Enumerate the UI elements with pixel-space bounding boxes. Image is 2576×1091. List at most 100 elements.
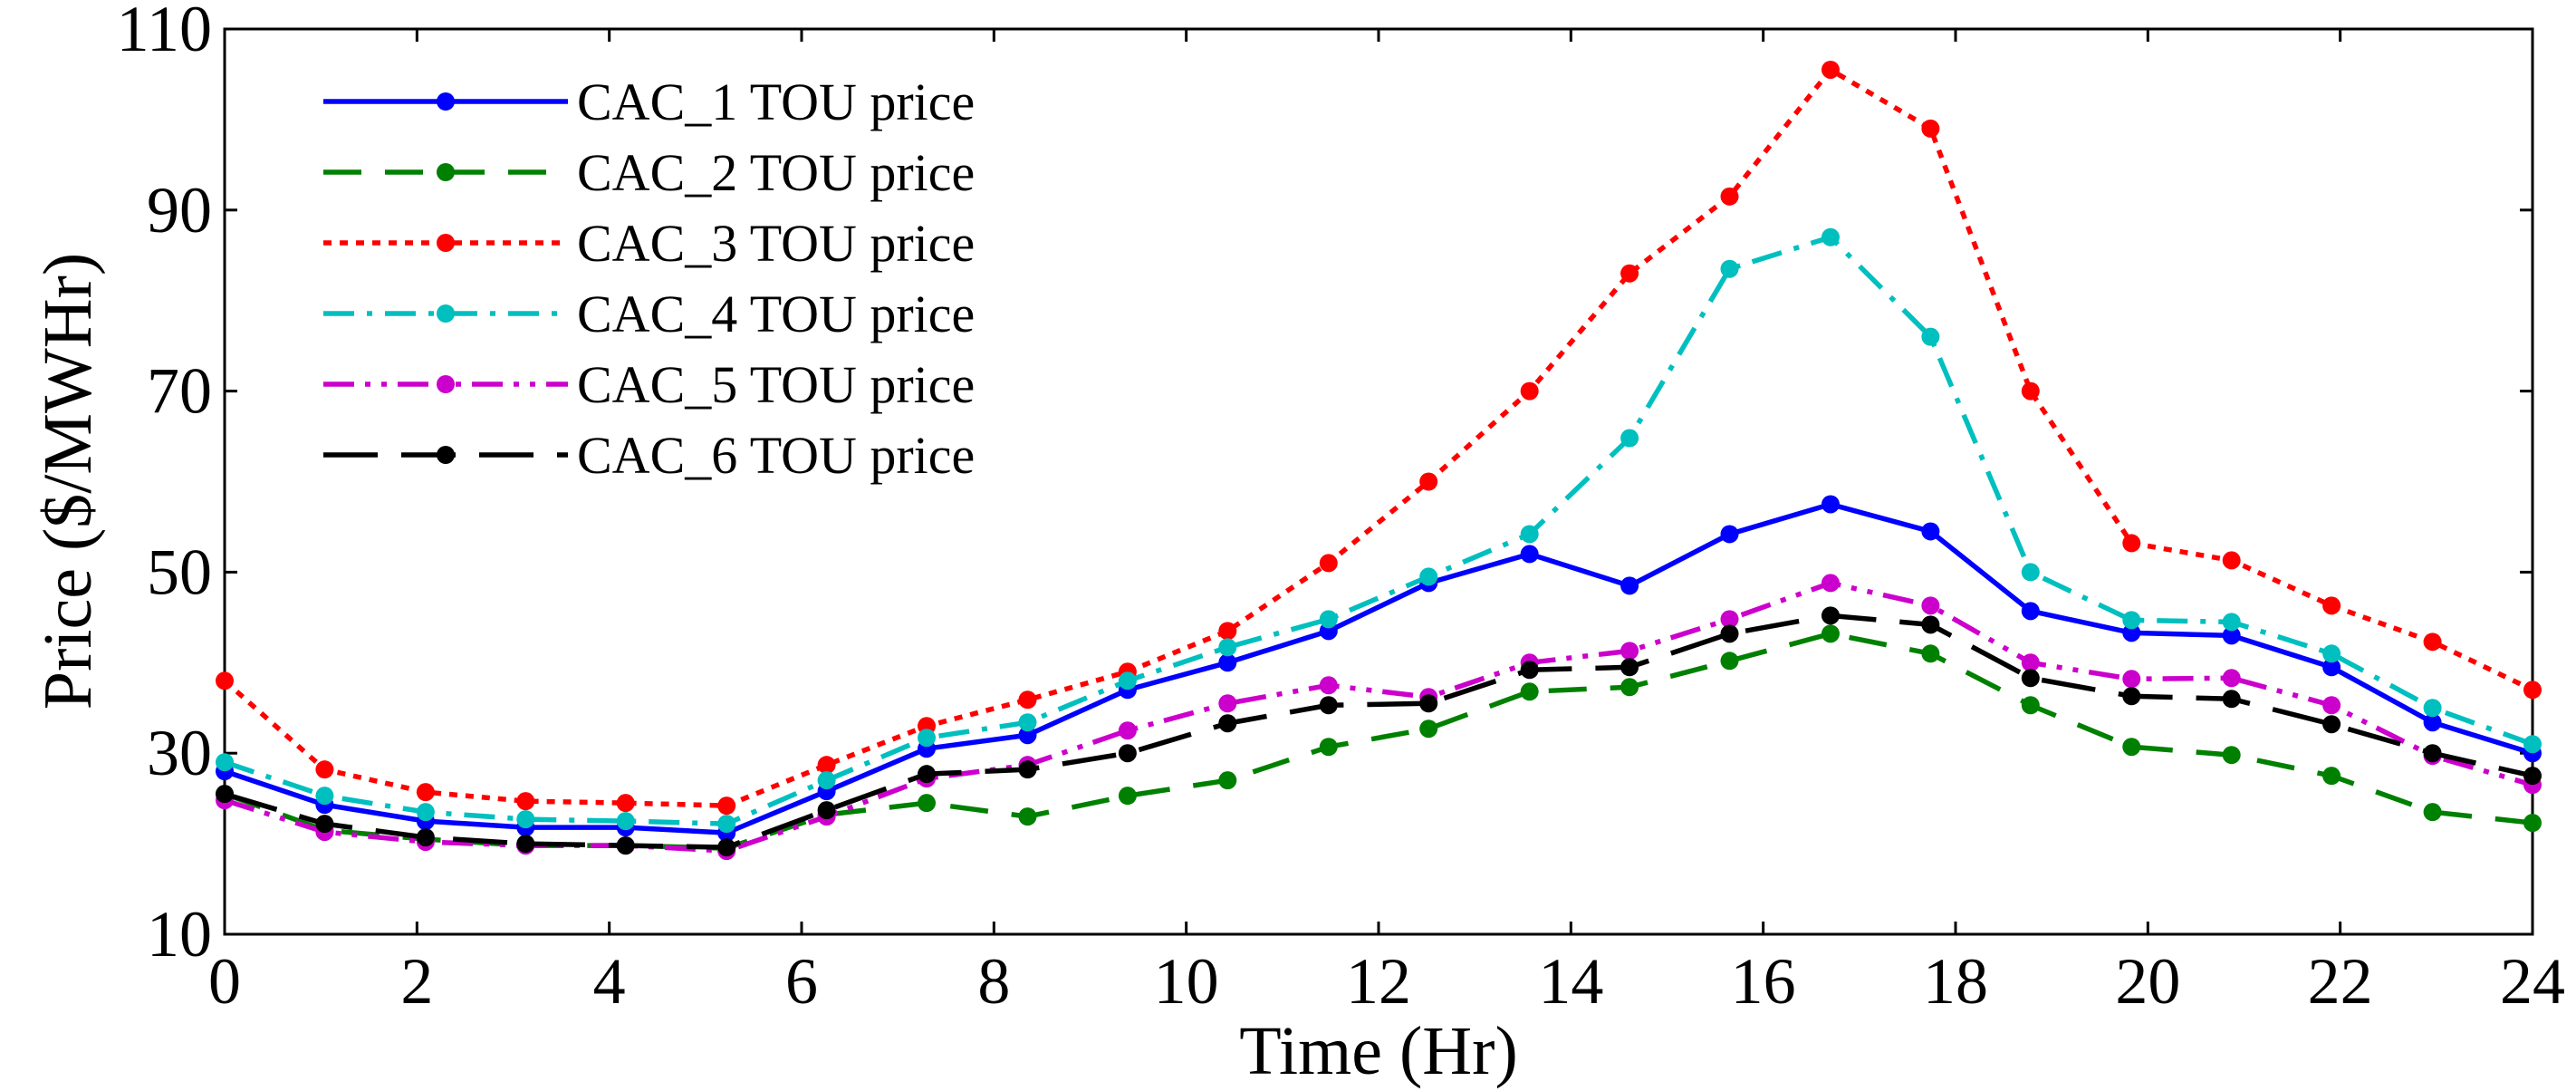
data-point bbox=[516, 792, 535, 811]
x-tick-label: 20 bbox=[2115, 945, 2180, 1018]
data-point bbox=[2322, 696, 2341, 715]
data-point bbox=[1620, 658, 1639, 677]
data-point bbox=[918, 794, 937, 813]
y-tick-label: 50 bbox=[147, 536, 212, 608]
data-point bbox=[2523, 735, 2542, 754]
data-point bbox=[1921, 327, 1940, 346]
data-point bbox=[1821, 227, 1840, 246]
data-point bbox=[1118, 721, 1137, 740]
data-point bbox=[2423, 632, 2442, 652]
data-point bbox=[2021, 563, 2040, 582]
legend-entry-6: CAC_6 TOU price bbox=[323, 426, 975, 485]
x-tick-label: 0 bbox=[208, 945, 241, 1018]
data-point bbox=[1921, 596, 1940, 615]
legend-label: CAC_3 TOU price bbox=[577, 214, 975, 273]
x-tick-label: 8 bbox=[977, 945, 1010, 1018]
data-point bbox=[717, 838, 736, 857]
plot-frame bbox=[223, 27, 2534, 936]
data-point bbox=[1319, 696, 1338, 715]
data-point bbox=[2122, 687, 2141, 706]
data-point bbox=[616, 836, 635, 855]
legend-label: CAC_5 TOU price bbox=[577, 355, 975, 414]
series-layer bbox=[216, 60, 2542, 861]
data-point bbox=[817, 801, 836, 820]
x-tick-label: 24 bbox=[2500, 945, 2565, 1018]
y-tick-label: 110 bbox=[117, 0, 212, 65]
legend-swatch-marker bbox=[437, 446, 455, 464]
data-point bbox=[1520, 682, 1539, 701]
x-axis-title: Time (Hr) bbox=[1239, 1013, 1518, 1089]
series-4 bbox=[216, 227, 2542, 834]
y-tick-label: 10 bbox=[147, 898, 212, 970]
data-point bbox=[1018, 713, 1037, 732]
data-point bbox=[1620, 576, 1639, 595]
data-point bbox=[1720, 652, 1739, 671]
data-point bbox=[2322, 767, 2341, 786]
data-point bbox=[1620, 264, 1639, 283]
data-point bbox=[2222, 669, 2241, 688]
data-point bbox=[2423, 744, 2442, 763]
data-point bbox=[616, 794, 635, 813]
data-point bbox=[1319, 676, 1338, 695]
data-point bbox=[1921, 644, 1940, 663]
data-point bbox=[1620, 642, 1639, 661]
legend-entry-4: CAC_4 TOU price bbox=[323, 285, 975, 343]
x-tick-label: 22 bbox=[2308, 945, 2373, 1018]
series-line bbox=[224, 235, 2533, 826]
data-point bbox=[1720, 187, 1739, 206]
data-point bbox=[416, 828, 435, 847]
data-point bbox=[2021, 653, 2040, 672]
legend-entry-5: CAC_5 TOU price bbox=[323, 355, 975, 414]
data-point bbox=[1821, 60, 1840, 79]
data-point bbox=[1018, 726, 1037, 745]
data-point bbox=[2021, 696, 2040, 715]
data-point bbox=[216, 671, 234, 690]
data-point bbox=[2222, 626, 2241, 645]
data-point bbox=[1821, 606, 1840, 625]
data-point bbox=[2122, 534, 2141, 553]
data-point bbox=[2122, 670, 2141, 689]
y-tick-label: 70 bbox=[147, 355, 212, 428]
x-tick-label: 6 bbox=[785, 945, 818, 1018]
data-point bbox=[1018, 760, 1037, 779]
data-point bbox=[315, 787, 334, 806]
data-point bbox=[918, 729, 937, 748]
data-point bbox=[416, 803, 435, 822]
legend-label: CAC_2 TOU price bbox=[577, 143, 975, 202]
data-point bbox=[2423, 699, 2442, 718]
y-axis-title: Price ($/MWHr) bbox=[30, 253, 106, 710]
data-point bbox=[2523, 767, 2542, 786]
data-point bbox=[1520, 545, 1539, 564]
legend-swatch-marker bbox=[437, 163, 455, 181]
y-tick-label: 90 bbox=[147, 174, 212, 246]
series-line bbox=[224, 501, 2533, 835]
x-tick-label: 12 bbox=[1346, 945, 1411, 1018]
data-point bbox=[1620, 429, 1639, 448]
data-point bbox=[2322, 596, 2341, 615]
data-point bbox=[2021, 381, 2040, 401]
legend: CAC_1 TOU price CAC_2 TOU price CAC_3 TOU … bbox=[323, 72, 975, 485]
legend-entry-3: CAC_3 TOU price bbox=[323, 214, 975, 273]
data-point bbox=[1218, 653, 1237, 672]
legend-swatch-marker bbox=[437, 375, 455, 393]
data-point bbox=[2523, 681, 2542, 700]
data-point bbox=[1218, 714, 1237, 733]
x-tick-label: 4 bbox=[593, 945, 626, 1018]
y-tick-label: 30 bbox=[147, 717, 212, 789]
data-point bbox=[1319, 610, 1338, 629]
data-point bbox=[315, 815, 334, 834]
data-point bbox=[216, 785, 234, 804]
data-point bbox=[216, 753, 234, 772]
legend-label: CAC_6 TOU price bbox=[577, 426, 975, 485]
legend-label: CAC_4 TOU price bbox=[577, 285, 975, 343]
data-point bbox=[1720, 525, 1739, 544]
legend-entry-2: CAC_2 TOU price bbox=[323, 143, 975, 202]
data-point bbox=[1118, 744, 1137, 763]
data-point bbox=[1319, 738, 1338, 757]
series-5 bbox=[216, 574, 2542, 861]
data-point bbox=[315, 760, 334, 779]
data-point bbox=[2322, 715, 2341, 734]
data-point bbox=[1018, 690, 1037, 710]
data-point bbox=[1018, 807, 1037, 826]
